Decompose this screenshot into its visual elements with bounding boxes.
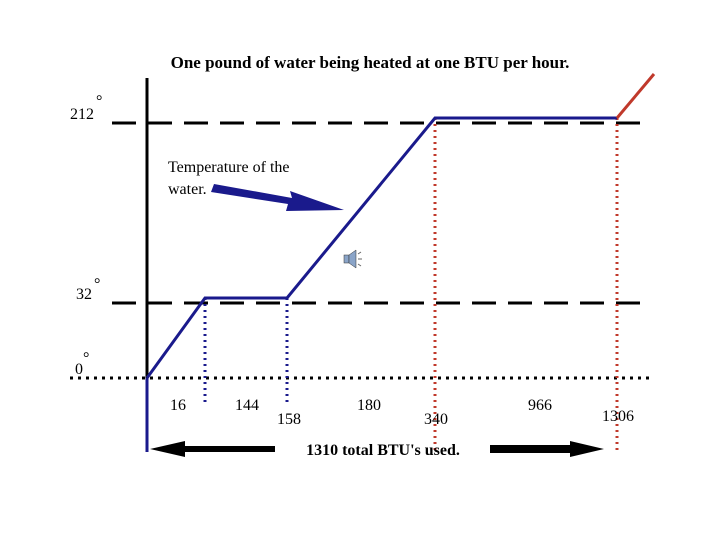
annotation-line-1: Temperature of the	[168, 159, 289, 176]
y-label-32: 32	[76, 286, 92, 303]
segment-label-180: 180	[357, 397, 381, 414]
segment-label-966: 966	[528, 397, 552, 414]
y-label-0: 0	[75, 361, 83, 378]
total-btu-label: 1310 total BTU's used.	[306, 442, 460, 459]
chart-title: One pound of water being heated at one B…	[171, 53, 570, 72]
steam-continuation-line	[615, 73, 656, 119]
degree-symbol-32: °	[94, 276, 100, 293]
annotation-line-2: water.	[168, 181, 207, 198]
cumulative-label-158: 158	[277, 411, 301, 428]
y-label-212: 212	[70, 106, 94, 123]
total-arrow-right	[490, 441, 604, 457]
segment-label-16: 16	[170, 397, 186, 414]
cumulative-label-340: 340	[424, 411, 448, 428]
cumulative-label-1306: 1306	[602, 408, 634, 425]
segment-label-144: 144	[235, 397, 259, 414]
degree-symbol-0: °	[83, 350, 89, 367]
temperature-curve	[145, 116, 617, 379]
degree-symbol-212: °	[96, 93, 102, 110]
total-arrow-left	[150, 441, 275, 457]
speaker-icon[interactable]	[343, 249, 362, 269]
annotation-arrow	[211, 184, 344, 211]
